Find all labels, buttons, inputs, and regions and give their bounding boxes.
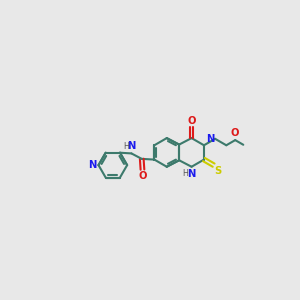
Text: O: O [231,128,239,138]
Text: H: H [182,169,188,178]
Text: H: H [123,142,129,151]
Text: N: N [187,169,195,178]
Text: N: N [128,141,136,151]
Text: N: N [206,134,214,144]
Text: N: N [88,160,97,170]
Text: O: O [138,171,147,181]
Text: O: O [187,116,196,125]
Text: S: S [214,166,222,176]
